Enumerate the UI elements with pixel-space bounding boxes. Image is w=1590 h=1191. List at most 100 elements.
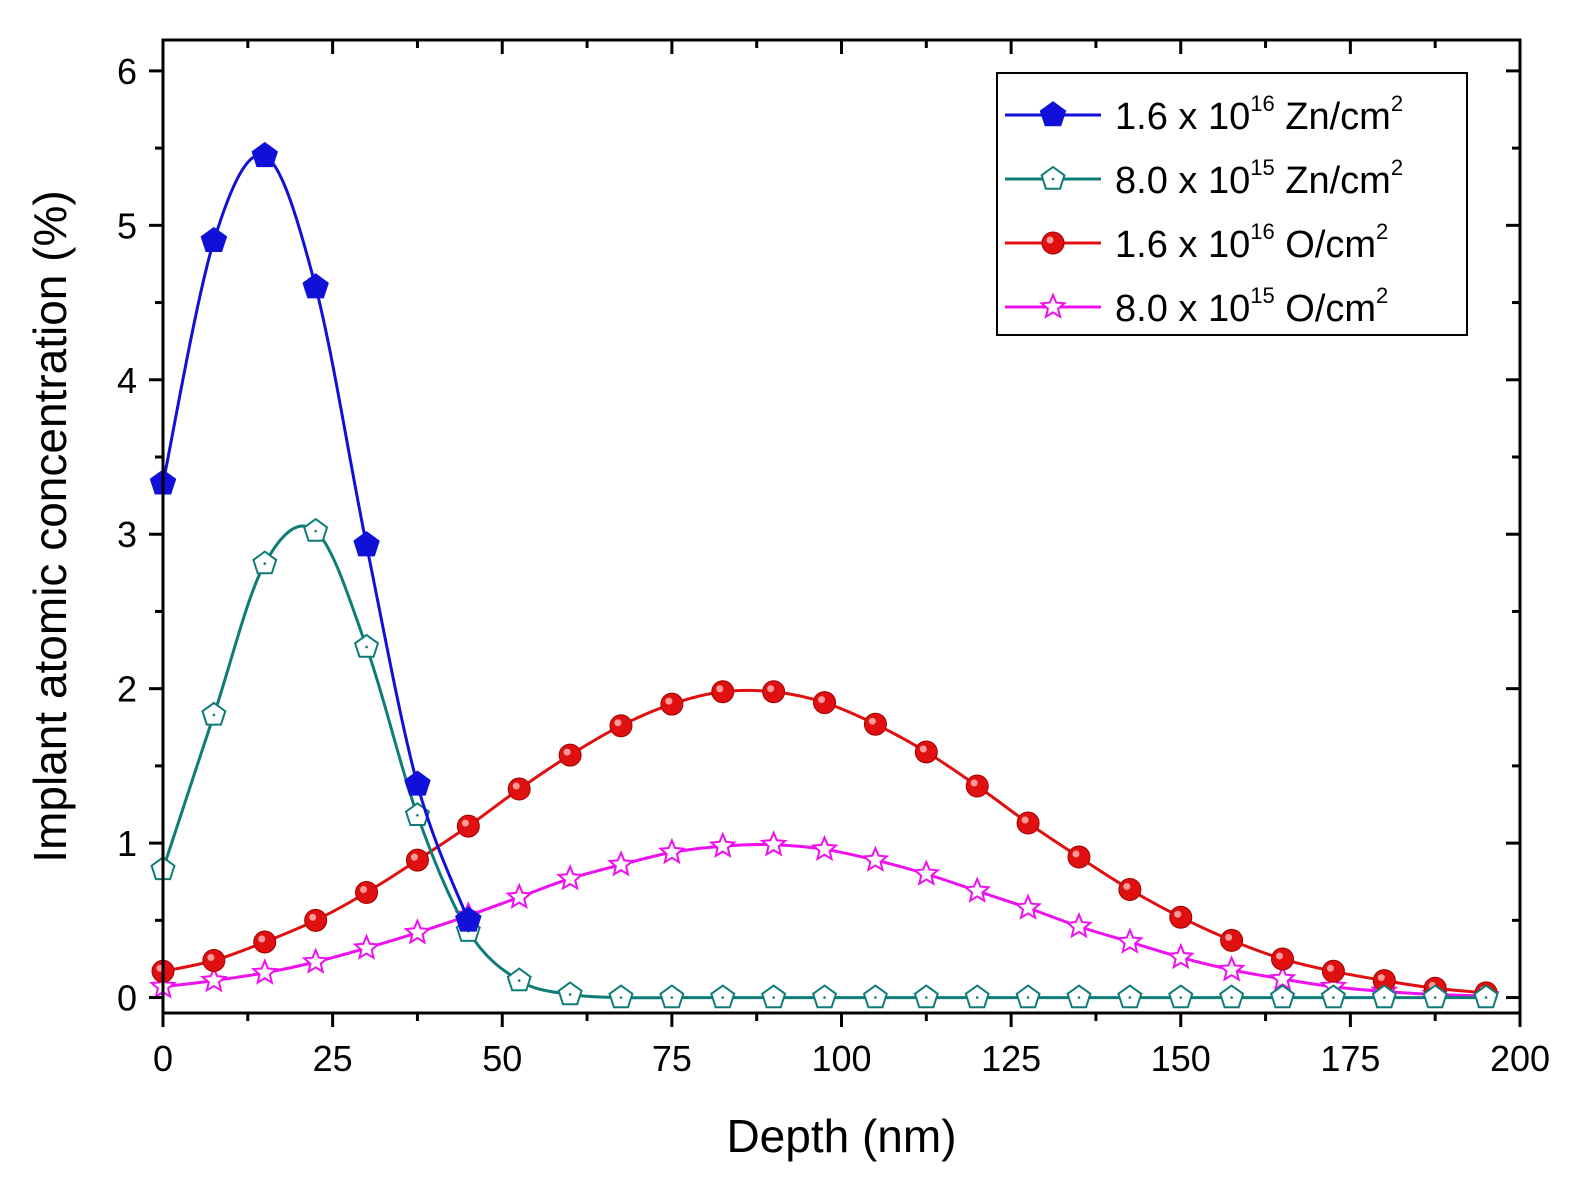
y-tick-label: 0 (117, 978, 137, 1019)
x-tick-label: 0 (153, 1038, 173, 1079)
marker-disc (355, 881, 379, 905)
marker-highlight (1072, 850, 1080, 858)
legend-label: 8.0 x 1015 Zn/cm2 (1115, 155, 1403, 202)
marker-center-dot (517, 979, 521, 982)
x-tick-label: 75 (652, 1038, 692, 1079)
marker-center-dot (365, 645, 368, 649)
series-4-point (1115, 927, 1144, 954)
marker-center-dot (314, 529, 317, 533)
marker-highlight (1174, 910, 1182, 918)
series-3-point (558, 743, 582, 767)
marker-disc (456, 814, 480, 838)
series-3-point (914, 740, 938, 764)
series-1-point (455, 906, 482, 932)
series-4-point (810, 834, 839, 862)
series-2-point (506, 967, 532, 992)
marker-center-dot (1383, 996, 1386, 999)
marker-highlight (461, 819, 469, 827)
marker-highlight (512, 782, 520, 790)
series-4 (149, 830, 1500, 1008)
marker-disc (558, 743, 582, 767)
series-3-point (1169, 905, 1193, 929)
legend-label-unit-exponent: 2 (1376, 283, 1388, 308)
marker-center-dot (416, 814, 419, 817)
legend-label-unit: O/cm (1275, 224, 1376, 266)
marker-disc (965, 774, 989, 798)
marker-center-dot (975, 996, 979, 999)
legend-marker (1039, 101, 1067, 127)
series-2-point (1066, 984, 1092, 1009)
series-1-point (200, 226, 228, 253)
series-2-point (1473, 984, 1499, 1009)
series-1-point (404, 770, 431, 796)
marker-disc (253, 930, 277, 954)
marker-center-dot (1332, 996, 1335, 999)
y-tick-label: 3 (117, 514, 137, 555)
series-2-point (1320, 984, 1346, 1009)
marker-highlight (767, 685, 775, 693)
series-2-point (1117, 984, 1143, 1009)
y-tick-label: 4 (117, 360, 137, 401)
marker-highlight (665, 697, 673, 705)
series-2-point (252, 550, 278, 575)
marker-center-dot (874, 996, 877, 999)
marker-disc (1041, 231, 1065, 255)
legend-label-unit-exponent: 2 (1376, 219, 1388, 244)
series-3-point (253, 930, 277, 954)
series-3-point (1016, 811, 1040, 835)
marker-highlight (868, 717, 876, 725)
series-2-point (862, 984, 888, 1009)
series-4-point (963, 876, 992, 903)
legend-marker (1040, 165, 1066, 190)
marker-center-dot (568, 993, 572, 996)
marker-center-dot (1077, 996, 1081, 999)
y-tick-label: 5 (117, 205, 137, 246)
x-tick-label: 175 (1320, 1038, 1380, 1079)
series-3-point (660, 692, 684, 716)
series-2-point (1219, 984, 1245, 1009)
marker-disc (1118, 877, 1142, 901)
marker-center-dot (925, 996, 928, 999)
legend-label-unit: Zn/cm (1275, 160, 1391, 202)
legend-label-exponent: 16 (1250, 91, 1274, 116)
series-3-point (507, 777, 531, 801)
axis-ticks: 0 25 50 75 100 125 150 175 200 0 1 2 3 4 5 6 (117, 40, 1550, 1079)
legend-label-unit-exponent: 2 (1391, 91, 1403, 116)
marker-highlight (970, 779, 978, 787)
legend-label-unit: O/cm (1275, 288, 1376, 330)
series-2-point (608, 984, 634, 1009)
x-tick-label: 150 (1151, 1038, 1211, 1079)
marker-disc (1169, 905, 1193, 929)
series-4-point (759, 830, 788, 857)
legend-item-3: 1.6 x 1016 O/cm2 (1005, 219, 1388, 266)
legend-label-base: 8.0 x 10 (1115, 288, 1250, 330)
marker-center-dot (619, 996, 623, 999)
marker-highlight (1046, 236, 1054, 244)
legend-label-base: 1.6 x 10 (1115, 224, 1250, 266)
series-1-point (353, 531, 380, 557)
marker-highlight (614, 719, 622, 727)
marker-disc (914, 740, 938, 764)
series-4-point (505, 882, 534, 910)
legend-label-exponent: 15 (1250, 283, 1274, 308)
series-3-point (456, 814, 480, 838)
series-4-point (1065, 911, 1093, 939)
marker-disc (1220, 928, 1244, 952)
marker-highlight (207, 953, 215, 961)
marker-disc (1321, 959, 1345, 983)
legend-item-2: 8.0 x 1015 Zn/cm2 (1005, 155, 1403, 202)
plot-marks (149, 141, 1500, 1009)
legend-label: 8.0 x 1015 O/cm2 (1115, 283, 1388, 330)
series-3-point (711, 680, 735, 704)
series-2-point (1371, 984, 1397, 1009)
marker-highlight (1225, 933, 1233, 941)
series-3-point (355, 881, 379, 905)
series-3-point (1321, 959, 1345, 983)
marker-center-dot (721, 996, 725, 999)
marker-center-dot (1026, 996, 1030, 999)
series-4-point (1014, 893, 1042, 920)
series-4-point (403, 918, 432, 945)
series-4-point (708, 831, 737, 859)
series-3-point (863, 712, 887, 736)
